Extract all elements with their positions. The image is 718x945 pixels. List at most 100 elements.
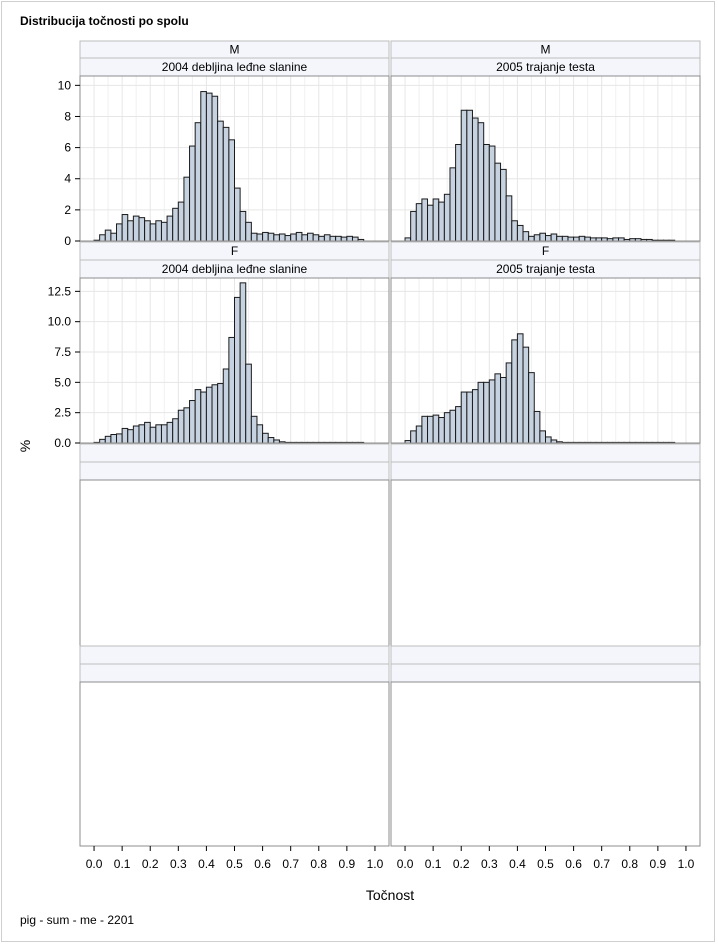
histogram-bar [427, 415, 434, 444]
panel-border [79, 75, 390, 242]
histogram-bar [256, 424, 264, 444]
histogram-bar [99, 438, 106, 444]
empty-trait-header-cell [390, 461, 701, 481]
histogram-bar [228, 336, 236, 444]
histogram-bar [278, 233, 286, 242]
x-tick-label: 0.4 [198, 857, 215, 871]
histogram-bar [528, 235, 535, 242]
histogram-bar [183, 407, 191, 444]
group-header-M-left: M [230, 43, 240, 57]
y-tick-label: 0.0 [54, 436, 71, 450]
histogram-bar [511, 220, 518, 242]
x-tick-label: 1.0 [367, 857, 384, 871]
histogram-bar [245, 363, 252, 444]
histogram-bar [234, 187, 241, 242]
x-tick-label: 0.1 [114, 857, 131, 871]
x-tick-label: 0.0 [86, 857, 103, 871]
histogram-bar [110, 434, 118, 444]
x-tick-label: 0.8 [310, 857, 327, 871]
histogram-bar [449, 167, 457, 242]
histogram-bar [267, 232, 275, 242]
histogram-bar [539, 430, 547, 444]
x-tick-label: 0.7 [593, 857, 610, 871]
histogram-bar [567, 236, 575, 242]
empty-group-header-cell [79, 645, 390, 665]
histogram-bar [295, 231, 303, 242]
empty-panel [390, 479, 701, 647]
empty-panel [79, 681, 390, 847]
histogram-bar [511, 339, 518, 444]
histogram-bar [211, 95, 219, 242]
histogram-bar [351, 236, 359, 242]
histogram-bar [432, 414, 440, 444]
y-tick-label: 10.0 [48, 315, 72, 329]
histogram-bar [121, 427, 129, 444]
histogram-bar [578, 235, 586, 242]
histogram-bar [307, 232, 314, 242]
y-tick-label: 6 [64, 141, 71, 155]
histogram-bar [421, 198, 429, 242]
histogram-bar [318, 235, 325, 242]
histogram-bar [335, 235, 342, 242]
x-tick-label: 0.8 [621, 857, 638, 871]
histogram-bar [104, 435, 112, 444]
histogram-bar [312, 234, 320, 242]
x-tick-label: 0.3 [170, 857, 187, 871]
empty-group-header-cell [390, 645, 701, 665]
histogram-bar [194, 389, 202, 444]
histogram-bar [262, 231, 269, 242]
panel-border [79, 277, 390, 444]
histogram-bar [488, 145, 496, 242]
histogram-bar [183, 176, 191, 242]
x-tick-label: 0.1 [425, 857, 442, 871]
histogram-bar [172, 207, 179, 242]
histogram-bar [573, 236, 580, 242]
chart-title: Distribucija točnosti po spolu [20, 14, 189, 28]
histogram-bar [561, 235, 569, 242]
histogram-bar [132, 215, 140, 242]
histogram-bar [427, 204, 434, 242]
x-tick-label: 0.9 [650, 857, 667, 871]
histogram-bar [245, 221, 252, 242]
panel-border [390, 277, 701, 444]
histogram-bar [410, 430, 417, 444]
histogram-bar [483, 381, 490, 444]
histogram-bar [217, 120, 224, 242]
y-tick-label: 4 [64, 172, 71, 186]
y-tick-label: 7.5 [54, 345, 71, 359]
histogram-bar [194, 122, 202, 242]
empty-trait-header-cell [79, 663, 390, 683]
group-header-F-right: F [542, 244, 549, 258]
histogram-bar [528, 372, 535, 444]
histogram-bar [455, 406, 462, 444]
histogram-bar [200, 391, 207, 444]
histogram-bar [522, 346, 530, 444]
histogram-bar [466, 109, 473, 242]
y-tick-label: 0 [64, 234, 71, 248]
histogram-bar [250, 415, 258, 444]
histogram-bar [250, 232, 258, 242]
histogram-bar [584, 236, 591, 242]
histogram-bar [160, 221, 168, 242]
histogram-bar [116, 223, 123, 242]
histogram-bar [483, 143, 490, 242]
x-tick-label: 0.6 [565, 857, 582, 871]
x-tick-label: 0.2 [453, 857, 470, 871]
histogram-bar [460, 391, 468, 444]
empty-panel [79, 479, 390, 647]
empty-group-header-cell [390, 443, 701, 463]
histogram-bar [138, 217, 146, 242]
histogram-bar [340, 236, 348, 242]
histogram-bar [443, 193, 451, 242]
histogram-bar [155, 424, 162, 444]
y-axis-label: % [17, 440, 33, 452]
histogram-bar [533, 410, 541, 444]
histogram-bar [516, 224, 524, 242]
histogram-bar [267, 437, 275, 444]
histogram-bar [323, 234, 331, 242]
x-tick-label: 0.5 [537, 857, 554, 871]
histogram-bar [166, 215, 174, 242]
histogram-bar [556, 235, 563, 242]
histogram-bar [301, 234, 309, 242]
trait-header-1-0: 2004 debljina leđne slanine [162, 262, 308, 276]
